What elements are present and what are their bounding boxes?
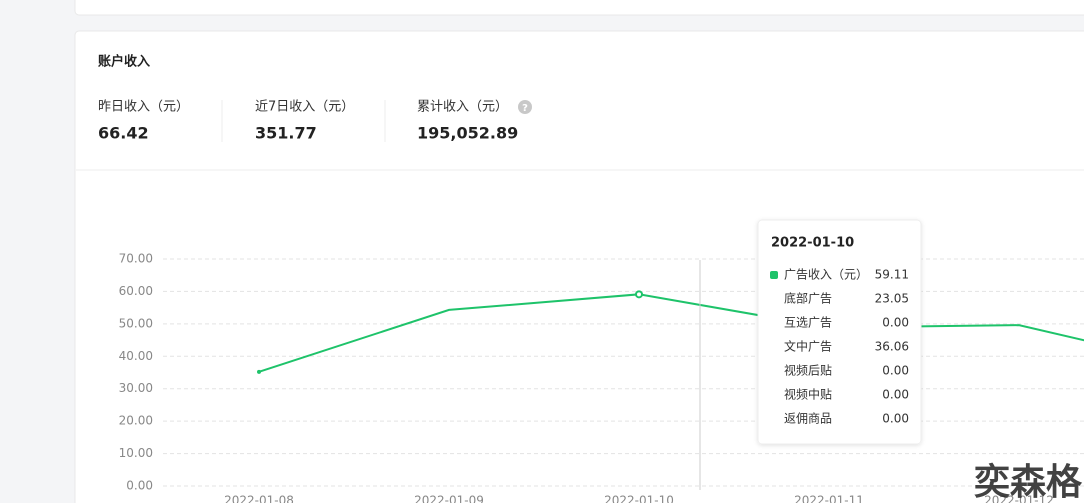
stat-value: 66.42 [98,124,149,143]
tooltip-label: 广告收入（元） [784,268,868,282]
y-tick-label: 10.00 [119,446,153,460]
card-title: 账户收入 [98,54,150,70]
tooltip-value: 0.00 [882,388,909,402]
y-tick-label: 30.00 [119,381,153,395]
watermark: 奕森格 [974,461,1083,503]
tooltip-title: 2022-01-10 [771,236,854,251]
y-tick-label: 70.00 [119,252,153,266]
tooltip-label: 底部广告 [784,291,832,306]
x-tick-label: 2022-01-11 [794,494,864,503]
x-tick-label: 2022-01-08 [224,494,294,503]
stat-value: 351.77 [255,124,317,143]
tooltip-value: 59.11 [875,268,909,282]
y-tick-label: 60.00 [119,284,153,298]
point [257,369,261,374]
income-card [74,30,1084,503]
y-tick-label: 50.00 [119,316,153,330]
tooltip-value: 0.00 [882,316,909,330]
y-tick-label: 20.00 [119,414,153,428]
tooltip-label: 返佣商品 [784,411,832,426]
x-tick-label: 2022-01-09 [414,494,484,503]
tooltip-marker [770,271,778,279]
stat-label: 昨日收入（元） [98,100,189,115]
line [258,293,1084,373]
y-tick-label: 40.00 [119,349,153,363]
y-tick-label: 0.00 [126,479,153,493]
x-tick-label: 2022-01-10 [604,494,674,503]
top-card [74,0,1084,16]
tooltip-label: 互选广告 [784,316,832,330]
tooltip-value: 0.00 [882,364,909,378]
stat-value: 195,052.89 [417,124,518,143]
tooltip-box [757,219,922,445]
stat-label: 累计收入（元） [417,100,508,115]
tooltip-value: 23.05 [875,292,909,306]
help-icon[interactable] [518,100,532,114]
tooltip-value: 36.06 [875,340,909,354]
help-icon-text[interactable]: ? [522,103,528,114]
tooltip-label: 文中广告 [784,339,832,354]
tooltip-label: 视频后贴 [784,363,832,378]
tooltip-label: 视频中贴 [784,387,832,402]
highlight-point [635,290,643,299]
tooltip-value: 0.00 [882,412,909,426]
chart: 0.00 10.00 20.00 30.00 40.00 50.00 60.00 70.00 2… [119,252,1084,503]
x-tick-label: 2022-01-12 [984,494,1054,503]
stat-label: 近7日收入（元） [255,100,354,115]
tooltip: 2022-01-10 广告收入（元） 59.11 底部广告 23.05 互选广告 0.00… [757,219,922,445]
